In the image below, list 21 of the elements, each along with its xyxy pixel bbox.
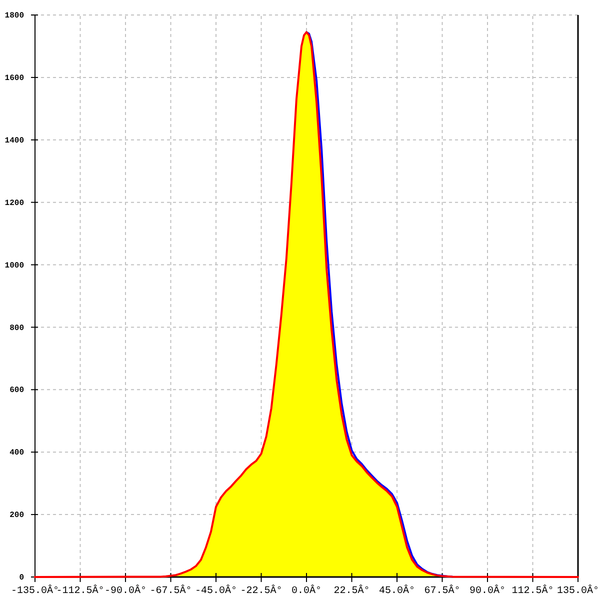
x-tick-label: 22.5Â° <box>334 584 370 598</box>
x-tick-label: -67.5Â° <box>150 584 192 598</box>
x-tick-label: -90.0Â° <box>104 584 147 598</box>
x-tick-label: 45.0Â° <box>378 584 416 598</box>
y-tick-label: 1400 <box>4 136 24 146</box>
y-tick-label: 0 <box>19 574 24 583</box>
x-tick-label: 112.5Â° <box>512 584 554 598</box>
x-tick-label: 0.0Â° <box>291 584 322 598</box>
y-tick-label: 400 <box>10 448 24 458</box>
y-tick-label: 200 <box>10 511 24 520</box>
y-tick-label: 1000 <box>4 261 24 270</box>
y-tick-label: 1200 <box>4 198 24 208</box>
y-tick-label: 1800 <box>4 12 24 21</box>
y-tick-label: 600 <box>10 386 24 396</box>
x-tick-label: -45.0Â° <box>194 584 238 598</box>
y-tick-label: 800 <box>10 324 24 333</box>
x-tick-label: 135.0Â° <box>556 584 600 598</box>
y-tick-label: 1600 <box>4 74 24 84</box>
x-tick-label: 67.5Â° <box>424 584 460 598</box>
x-tick-label: 90.0Â° <box>469 584 506 598</box>
x-tick-label: -22.5Â° <box>240 584 282 598</box>
